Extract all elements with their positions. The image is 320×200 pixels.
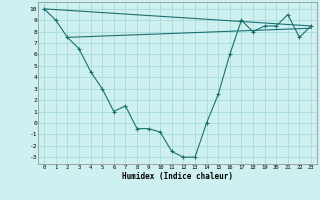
X-axis label: Humidex (Indice chaleur): Humidex (Indice chaleur) (122, 172, 233, 181)
